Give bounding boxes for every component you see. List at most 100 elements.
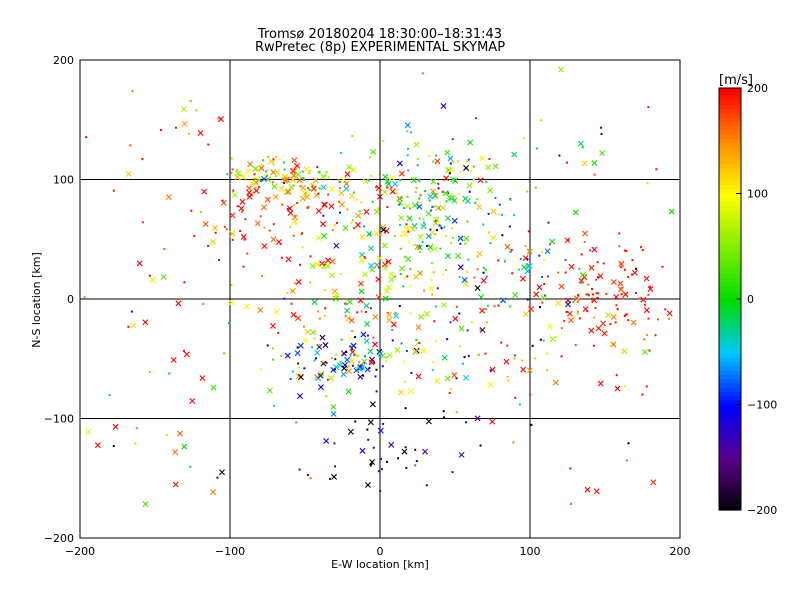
data-point-dot (461, 200, 464, 203)
data-point-cross (218, 469, 225, 476)
data-point-dot (200, 210, 203, 213)
data-point-dot (148, 371, 151, 374)
data-point-dot (526, 190, 529, 193)
data-point-cross (94, 442, 101, 449)
data-point-dot (379, 234, 382, 237)
data-point-dot (380, 458, 383, 461)
chart-subtitle: RwPretec (8p) EXPERIMENTAL SKYMAP (255, 40, 505, 55)
data-point-dot (260, 163, 263, 166)
data-point-cross (177, 430, 184, 437)
colorbar-unit: [m/s] (719, 73, 753, 88)
data-point-cross (375, 293, 382, 300)
data-point-dot (360, 201, 363, 204)
data-point-cross (430, 178, 437, 185)
data-point-dot (586, 293, 589, 296)
data-point-dot (620, 287, 623, 290)
data-point-cross (401, 448, 408, 455)
data-point-cross (476, 250, 483, 257)
data-point-dot (254, 177, 257, 180)
data-point-cross (181, 120, 188, 127)
data-point-dot (381, 468, 384, 471)
data-point-dot (657, 318, 660, 321)
data-point-cross (544, 248, 551, 255)
data-point-dot (414, 464, 417, 467)
data-point-dot (623, 315, 626, 318)
data-point-cross (350, 166, 357, 173)
data-point-dot (406, 130, 409, 133)
data-point-dot (519, 257, 522, 260)
data-point-dot (306, 206, 309, 209)
data-point-cross (330, 410, 337, 417)
data-point-dot (466, 220, 469, 223)
data-point-cross (340, 371, 347, 378)
data-point-dot (393, 275, 396, 278)
data-point-dot (323, 314, 326, 317)
data-point-dot (564, 259, 567, 262)
data-point-cross (605, 312, 612, 319)
data-point-dot (485, 275, 488, 278)
data-point-cross (447, 166, 454, 173)
data-point-dot (360, 310, 363, 313)
data-point-dot (391, 339, 394, 342)
data-point-cross (217, 116, 224, 123)
data-point-dot (283, 182, 286, 185)
data-point-cross (572, 209, 579, 216)
data-point-cross (621, 348, 628, 355)
data-point-dot (415, 187, 418, 190)
data-point-cross (382, 295, 389, 302)
data-point-dot (324, 174, 327, 177)
data-point-dot (476, 256, 479, 259)
data-point-dot (136, 427, 139, 430)
data-point-dot (410, 371, 413, 374)
data-point-cross (381, 242, 388, 249)
data-point-cross (567, 317, 574, 324)
data-point-dot (363, 361, 366, 364)
data-point-cross (630, 319, 637, 326)
data-point-cross (291, 214, 298, 221)
data-point-dot (168, 372, 171, 375)
data-point-cross (201, 188, 208, 195)
data-point-dot (207, 244, 210, 247)
data-point-cross (273, 308, 280, 315)
data-point-dot (449, 321, 452, 324)
data-point-cross (372, 313, 379, 320)
data-point-cross (485, 164, 492, 171)
data-point-cross (359, 447, 366, 454)
data-point-dot (240, 210, 243, 213)
data-point-dot (393, 190, 396, 193)
data-point-cross (346, 164, 353, 171)
data-point-dot (539, 338, 542, 341)
data-point-cross (388, 174, 395, 181)
data-point-dot (159, 128, 162, 131)
data-point-dot (403, 277, 406, 280)
data-point-dot (438, 224, 441, 227)
data-point-cross (348, 193, 355, 200)
data-point-dot (458, 237, 461, 240)
data-point-dot (130, 310, 133, 313)
data-point-cross (309, 263, 316, 270)
data-point-dot (309, 281, 312, 284)
data-point-cross (618, 286, 625, 293)
data-point-dot (403, 360, 406, 363)
data-point-dot (594, 307, 597, 310)
data-point-dot (455, 411, 458, 414)
data-point-dot (302, 178, 305, 181)
data-point-dot (334, 358, 337, 361)
data-point-dot (466, 160, 469, 163)
data-point-dot (531, 344, 534, 347)
data-point-dot (541, 275, 544, 278)
data-point-cross (347, 298, 353, 305)
data-point-cross (285, 188, 292, 195)
data-point-dot (473, 276, 476, 279)
data-point-dot (615, 304, 618, 307)
data-point-dot (635, 292, 638, 295)
data-point-dot (447, 195, 450, 198)
data-point-dot (580, 281, 583, 284)
data-point-dot (513, 354, 516, 357)
data-point-cross (349, 349, 356, 356)
data-point-dot (595, 292, 598, 295)
data-point-dot (467, 158, 470, 161)
data-point-dot (445, 269, 448, 272)
data-point-dot (368, 233, 371, 236)
data-point-dot (323, 263, 326, 266)
